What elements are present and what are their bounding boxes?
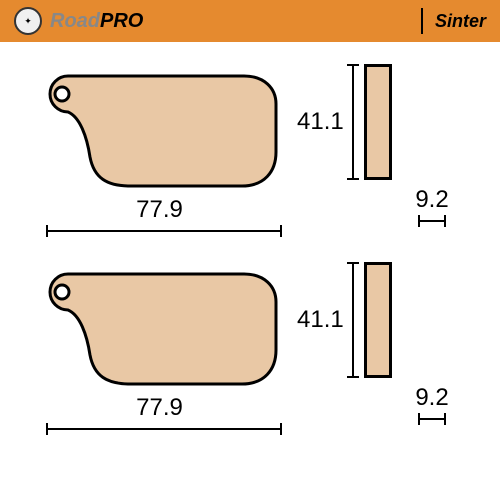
height-dim-line [352,64,354,180]
height-dim-line [352,262,354,378]
side-dim-column: 41.1 9.2 [287,62,457,222]
header-right: Sinter [421,8,486,34]
width-dim-group: 77.9 [32,394,287,430]
thickness-profile [364,262,392,378]
thickness-dim-group: 9.2 [407,384,457,420]
brake-pad-shape [32,62,287,192]
thickness-label: 9.2 [407,186,457,214]
thickness-dim-group: 9.2 [407,186,457,222]
brand-name: RoadPRO [50,10,143,33]
brand-light: Road [50,10,100,32]
pad-column: 77.9 [32,260,287,430]
height-label: 41.1 [297,306,344,334]
thickness-dim-line [418,220,446,222]
header-divider [421,8,423,34]
width-label: 77.9 [136,394,183,422]
diagram-row: 77.9 41.1 9.2 [32,62,468,232]
thickness-profile [364,64,392,180]
width-dim-line [46,230,282,232]
diagram-content: 77.9 41.1 9.2 [0,42,500,468]
brand-logo-icon: ✦ [14,7,42,35]
header-bar: ✦ RoadPRO Sinter [0,0,500,42]
width-dim-line [46,428,282,430]
product-type: Sinter [435,11,486,32]
side-dim-column: 41.1 9.2 [287,260,457,420]
height-thickness-group: 41.1 [297,62,457,182]
height-label: 41.1 [297,108,344,136]
width-label: 77.9 [136,196,183,224]
header-left: ✦ RoadPRO [14,7,143,35]
brake-pad-shape [32,260,287,390]
width-dim-group: 77.9 [32,196,287,232]
height-thickness-group: 41.1 [297,260,457,380]
thickness-dim-line [418,418,446,420]
diagram-row: 77.9 41.1 9.2 [32,260,468,430]
logo-glyph: ✦ [24,16,32,27]
pad-column: 77.9 [32,62,287,232]
thickness-label: 9.2 [407,384,457,412]
brand-dark: PRO [100,10,143,32]
